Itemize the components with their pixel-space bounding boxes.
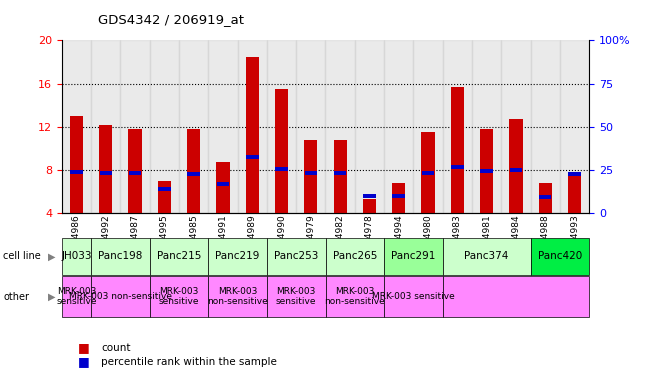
- Text: ▶: ▶: [48, 251, 55, 262]
- Bar: [99, 124, 113, 213]
- Bar: [450, 87, 464, 213]
- Bar: [120, 40, 150, 213]
- Text: Panc219: Panc219: [215, 251, 260, 262]
- Text: Panc198: Panc198: [98, 251, 143, 262]
- Text: Panc291: Panc291: [391, 251, 436, 262]
- Text: other: other: [3, 291, 29, 302]
- Bar: [158, 187, 171, 191]
- Text: MRK-003 sensitive: MRK-003 sensitive: [372, 292, 455, 301]
- Text: ■: ■: [78, 355, 90, 368]
- Bar: [245, 56, 259, 213]
- Text: count: count: [101, 343, 130, 353]
- Bar: [296, 40, 326, 213]
- Bar: [531, 40, 560, 213]
- Bar: [510, 168, 522, 172]
- Bar: [422, 171, 434, 175]
- Bar: [187, 172, 200, 176]
- Text: ■: ■: [78, 341, 90, 354]
- Bar: [421, 132, 435, 213]
- Bar: [538, 183, 552, 213]
- Text: cell line: cell line: [3, 251, 41, 262]
- Bar: [363, 199, 376, 213]
- Bar: [443, 40, 472, 213]
- Text: MRK-003
non-sensitive: MRK-003 non-sensitive: [207, 287, 268, 306]
- Bar: [238, 40, 267, 213]
- Bar: [560, 40, 589, 213]
- Text: GDS4342 / 206919_at: GDS4342 / 206919_at: [98, 13, 243, 26]
- Bar: [480, 129, 493, 213]
- Bar: [326, 40, 355, 213]
- Text: Panc420: Panc420: [538, 251, 582, 262]
- Text: MRK-003
sensitive: MRK-003 sensitive: [276, 287, 316, 306]
- Bar: [333, 140, 347, 213]
- Bar: [275, 89, 288, 213]
- Bar: [187, 129, 201, 213]
- Bar: [217, 182, 229, 186]
- Bar: [304, 140, 318, 213]
- Bar: [384, 40, 413, 213]
- Text: Panc265: Panc265: [333, 251, 377, 262]
- Bar: [480, 169, 493, 173]
- Bar: [363, 194, 376, 198]
- Text: Panc215: Panc215: [157, 251, 201, 262]
- Bar: [568, 174, 581, 213]
- Bar: [208, 40, 238, 213]
- Bar: [267, 40, 296, 213]
- Text: MRK-003 non-sensitive: MRK-003 non-sensitive: [69, 292, 172, 301]
- Bar: [451, 165, 464, 169]
- Bar: [128, 129, 142, 213]
- Bar: [158, 181, 171, 213]
- Bar: [70, 170, 83, 174]
- Text: Panc253: Panc253: [274, 251, 318, 262]
- Bar: [472, 40, 501, 213]
- Bar: [501, 40, 531, 213]
- Bar: [509, 119, 523, 213]
- Bar: [305, 171, 317, 175]
- Bar: [100, 171, 112, 175]
- Text: Panc374: Panc374: [464, 251, 509, 262]
- Text: JH033: JH033: [61, 251, 92, 262]
- Text: MRK-003
sensitive: MRK-003 sensitive: [159, 287, 199, 306]
- Bar: [179, 40, 208, 213]
- Bar: [539, 195, 551, 199]
- Bar: [91, 40, 120, 213]
- Bar: [392, 183, 406, 213]
- Bar: [334, 171, 346, 175]
- Bar: [568, 172, 581, 176]
- Text: MRK-003
sensitive: MRK-003 sensitive: [56, 287, 97, 306]
- Bar: [216, 162, 230, 213]
- Bar: [275, 167, 288, 171]
- Text: ▶: ▶: [48, 291, 55, 302]
- Bar: [129, 171, 141, 175]
- Bar: [150, 40, 179, 213]
- Bar: [413, 40, 443, 213]
- Bar: [393, 194, 405, 198]
- Bar: [70, 116, 83, 213]
- Bar: [62, 40, 91, 213]
- Text: percentile rank within the sample: percentile rank within the sample: [101, 357, 277, 367]
- Bar: [355, 40, 384, 213]
- Text: MRK-003
non-sensitive: MRK-003 non-sensitive: [324, 287, 385, 306]
- Bar: [246, 155, 258, 159]
